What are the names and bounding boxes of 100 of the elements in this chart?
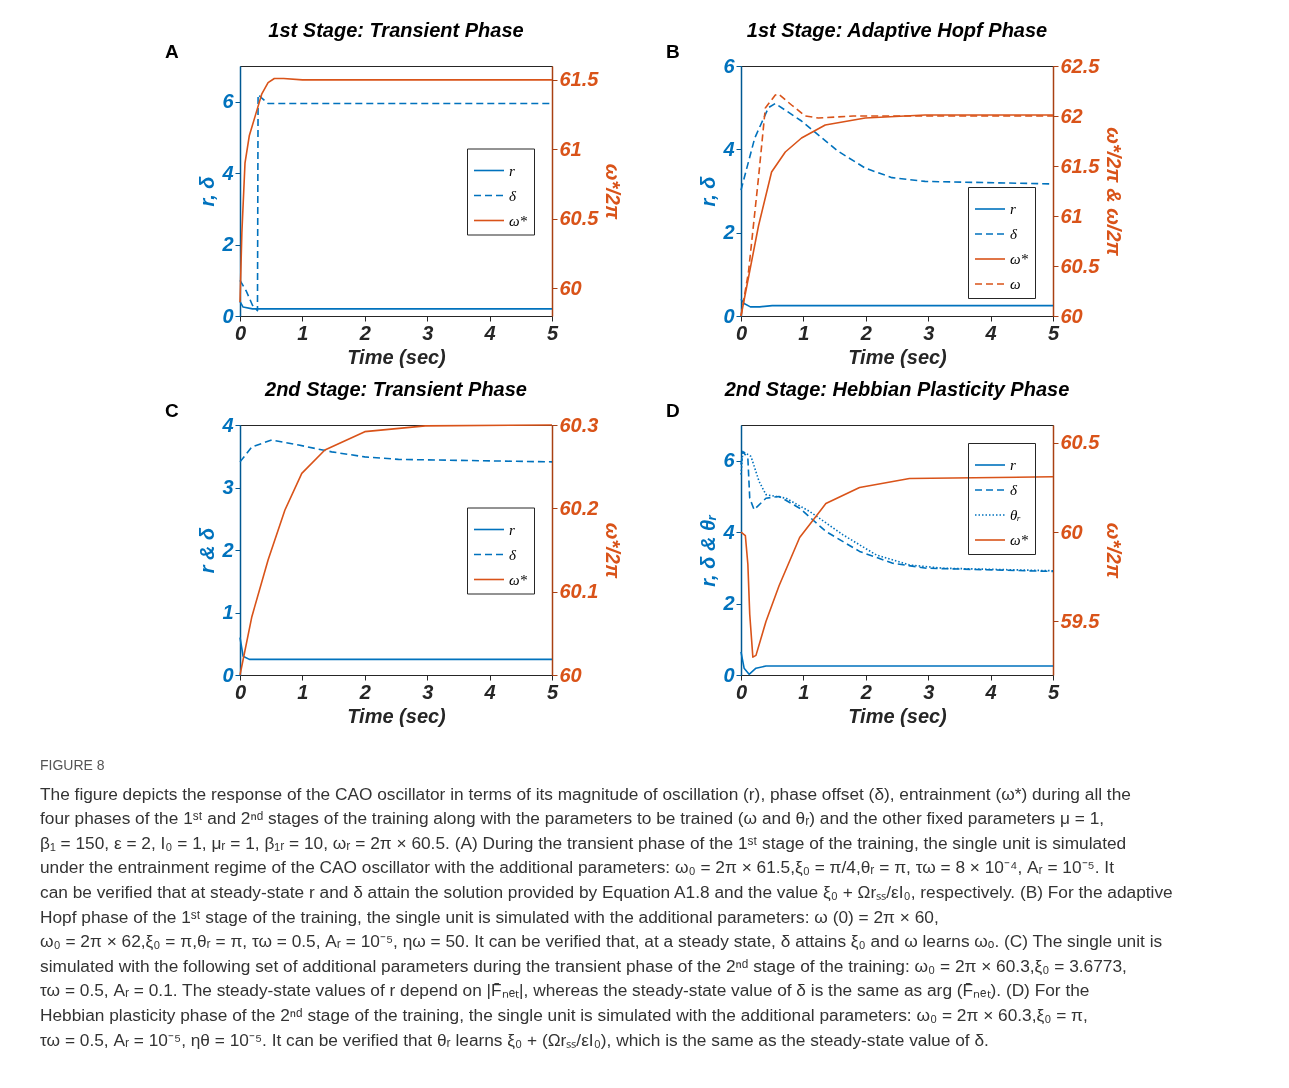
y-tick-label: 3	[222, 476, 234, 498]
chart-title: 1st Stage: Adaptive Hopf Phase	[746, 19, 1048, 41]
x-tick-label: 4	[483, 680, 496, 703]
legend-label: r	[509, 521, 515, 538]
legend-label: δ	[1010, 482, 1018, 498]
legend-label: r	[1010, 457, 1016, 473]
y2-tick-label: 60	[1060, 520, 1083, 543]
text: The figure depicts the response of the CAO oscillator in terms of its magnitude of oscillation (r), phase offset (δ), entrainment (ω*) during all the	[40, 783, 1131, 804]
y-axis-title: r, δ	[697, 175, 720, 207]
y2-tick-label: 60.5	[1060, 431, 1101, 454]
x-tick-label: 2	[358, 680, 371, 703]
y-tick-label: 6	[723, 449, 736, 472]
y-tick-label: 1	[222, 601, 234, 623]
text: Hebbian plasticity phase of the 2ⁿᵈ stage of the training, the single unit is simulated with the additional parameters: ω₀ = 2π × 60.3,ξ₀ = π,	[40, 1005, 1088, 1025]
text: τω = 0.5, Aᵣ = 10⁻⁵, ηθ = 10⁻⁵. It can be verified that θᵣ learns ξ₀ + (Ωrₛₛ/εI₀), which is the same as the steady-state value of δ.	[40, 1029, 989, 1050]
y2-tick-label: 61	[559, 137, 582, 160]
legend-label: r	[509, 162, 515, 179]
legend-label: δ	[509, 187, 517, 204]
y-tick-label: 2	[221, 233, 234, 256]
chart-title: 2nd Stage: Transient Phase	[264, 378, 527, 400]
y-tick-label: 4	[221, 161, 234, 184]
y2-tick-label: 60	[559, 663, 582, 686]
y-tick-label: 0	[222, 304, 234, 327]
y2-tick-label: 61.5	[1060, 154, 1101, 177]
y2-axis-title: ω*/2π	[1103, 522, 1126, 579]
x-tick-label: 4	[483, 321, 496, 344]
y2-tick-label: 60.2	[559, 496, 599, 519]
y2-tick-label: 60.5	[1060, 254, 1101, 277]
legend-label: r	[1010, 201, 1016, 217]
y-tick-label: 0	[723, 663, 735, 686]
text: ω₀ = 2π × 62,ξ₀ = π,θᵣ = π, τω = 0.5, Aᵣ = 10⁻⁵, ηω = 50. It can be verified that, at a steady state, δ attains ξ₀ and ω learns ωₒ. (C) The single unit is	[40, 931, 1163, 952]
y-axis-title: r & δ	[196, 526, 219, 574]
y-tick-label: 0	[723, 304, 735, 327]
x-axis-title: Time (sec)	[848, 345, 948, 368]
y-tick-label: 4	[221, 413, 234, 436]
text: β₁ = 150, ε = 2, I₀ = 1, μᵣ = 1, β₁ᵣ = 10, ωᵣ = 2π × 60.5. (A) During the transient phase of the 1ˢᵗ stage of the training, the single unit is simulated	[40, 832, 1127, 853]
text: can be verified that at steady-state r and δ attain the solution provided by Equation A1.8 and the value ξ₀ + Ωrₛₛ/εI₀, respectively. (B) For the adaptive	[40, 882, 1173, 902]
y2-tick-label: 59.5	[1060, 609, 1101, 632]
x-tick-label: 5	[1047, 321, 1060, 344]
y-axis-title: r, δ	[196, 175, 219, 207]
x-axis-title: Time (sec)	[347, 704, 447, 727]
x-tick-label: 3	[923, 321, 935, 344]
y2-tick-label: 61	[1060, 204, 1083, 227]
x-tick-label: 2	[859, 321, 872, 344]
x-tick-label: 5	[546, 680, 559, 703]
x-tick-label: 2	[358, 321, 371, 344]
y-tick-label: 2	[722, 592, 735, 615]
y2-axis-title: ω*/2π	[602, 163, 625, 220]
text: τω = 0.5, Aᵣ = 0.1. The steady-state values of r depend on |F̄ₙₑₜ|, whereas the steady-state value of δ is the same as arg (F̄ₙₑₜ). (D) For the	[40, 980, 1090, 1001]
y2-axis-title: ω*/2π & ω/2π	[1103, 127, 1126, 257]
x-tick-label: 1	[297, 680, 309, 703]
text: simulated with the following set of additional parameters during the transient phase of the 2ⁿᵈ stage of the training: ω₀ = 2π × 60.3,ξ₀ = 3.6773,	[40, 955, 1127, 976]
x-axis-title: Time (sec)	[848, 704, 948, 727]
text: C	[165, 400, 179, 421]
text: B	[666, 41, 680, 62]
y-tick-label: 2	[221, 538, 234, 561]
x-tick-label: 4	[984, 321, 997, 344]
y2-tick-label: 61.5	[559, 68, 600, 91]
x-tick-label: 3	[422, 321, 434, 344]
x-tick-label: 3	[422, 680, 434, 703]
y-tick-label: 6	[222, 90, 235, 113]
y2-tick-label: 60.3	[559, 413, 599, 436]
y2-tick-label: 60	[1060, 304, 1083, 327]
y2-axis-title: ω*/2π	[602, 522, 625, 579]
x-tick-label: 1	[798, 321, 810, 344]
y-tick-label: 4	[722, 520, 735, 543]
legend-label: δ	[509, 546, 517, 563]
y2-tick-label: 60	[559, 276, 582, 299]
y2-tick-label: 62	[1060, 104, 1083, 127]
y-tick-label: 6	[723, 54, 736, 77]
x-tick-label: 1	[798, 680, 810, 703]
y-tick-label: 4	[722, 137, 735, 160]
x-tick-label: 2	[859, 680, 872, 703]
x-axis-title: Time (sec)	[347, 345, 447, 368]
text: four phases of the 1ˢᵗ and 2ⁿᵈ stages of the training along with the parameters to be trained (ω and θᵣ) and the other fixed parameters μ = 1,	[40, 808, 1105, 829]
x-tick-label: 5	[546, 321, 559, 344]
y2-tick-label: 60.5	[559, 207, 600, 230]
y2-tick-label: 60.1	[559, 580, 599, 603]
text: A	[165, 41, 179, 62]
legend-label: ω*	[1010, 251, 1029, 267]
caption: FIGURE 8	[40, 757, 105, 773]
text: under the entrainment regime of the CAO oscillator with the additional parameters: ω₀ = 2π × 61.5,ξ₀ = π/4,θᵣ = π, τω = 8 × 10⁻⁴, Aᵣ = 10⁻⁵. It	[40, 857, 1115, 878]
chart-title: 1st Stage: Transient Phase	[268, 19, 524, 41]
legend-label: ω*	[509, 571, 528, 588]
y-axis-title: r, δ & θᵣ	[697, 513, 720, 587]
legend-label: ω*	[509, 212, 528, 229]
x-tick-label: 4	[984, 680, 997, 703]
legend-label: θᵣ	[1010, 507, 1022, 523]
x-tick-label: 1	[297, 321, 309, 344]
x-tick-label: 3	[923, 680, 935, 703]
legend-label: ω	[1010, 276, 1021, 292]
text: Hopf phase of the 1ˢᵗ stage of the training, the single unit is simulated with the additional parameters: ω (0) = 2π × 60,	[40, 906, 939, 927]
y2-tick-label: 62.5	[1060, 54, 1101, 77]
y-tick-label: 0	[222, 663, 234, 686]
x-tick-label: 5	[1047, 680, 1060, 703]
y-tick-label: 2	[722, 221, 735, 244]
chart-title: 2nd Stage: Hebbian Plasticity Phase	[723, 378, 1070, 400]
legend-label: δ	[1010, 226, 1018, 242]
legend-label: ω*	[1010, 532, 1029, 548]
text: D	[666, 400, 680, 421]
